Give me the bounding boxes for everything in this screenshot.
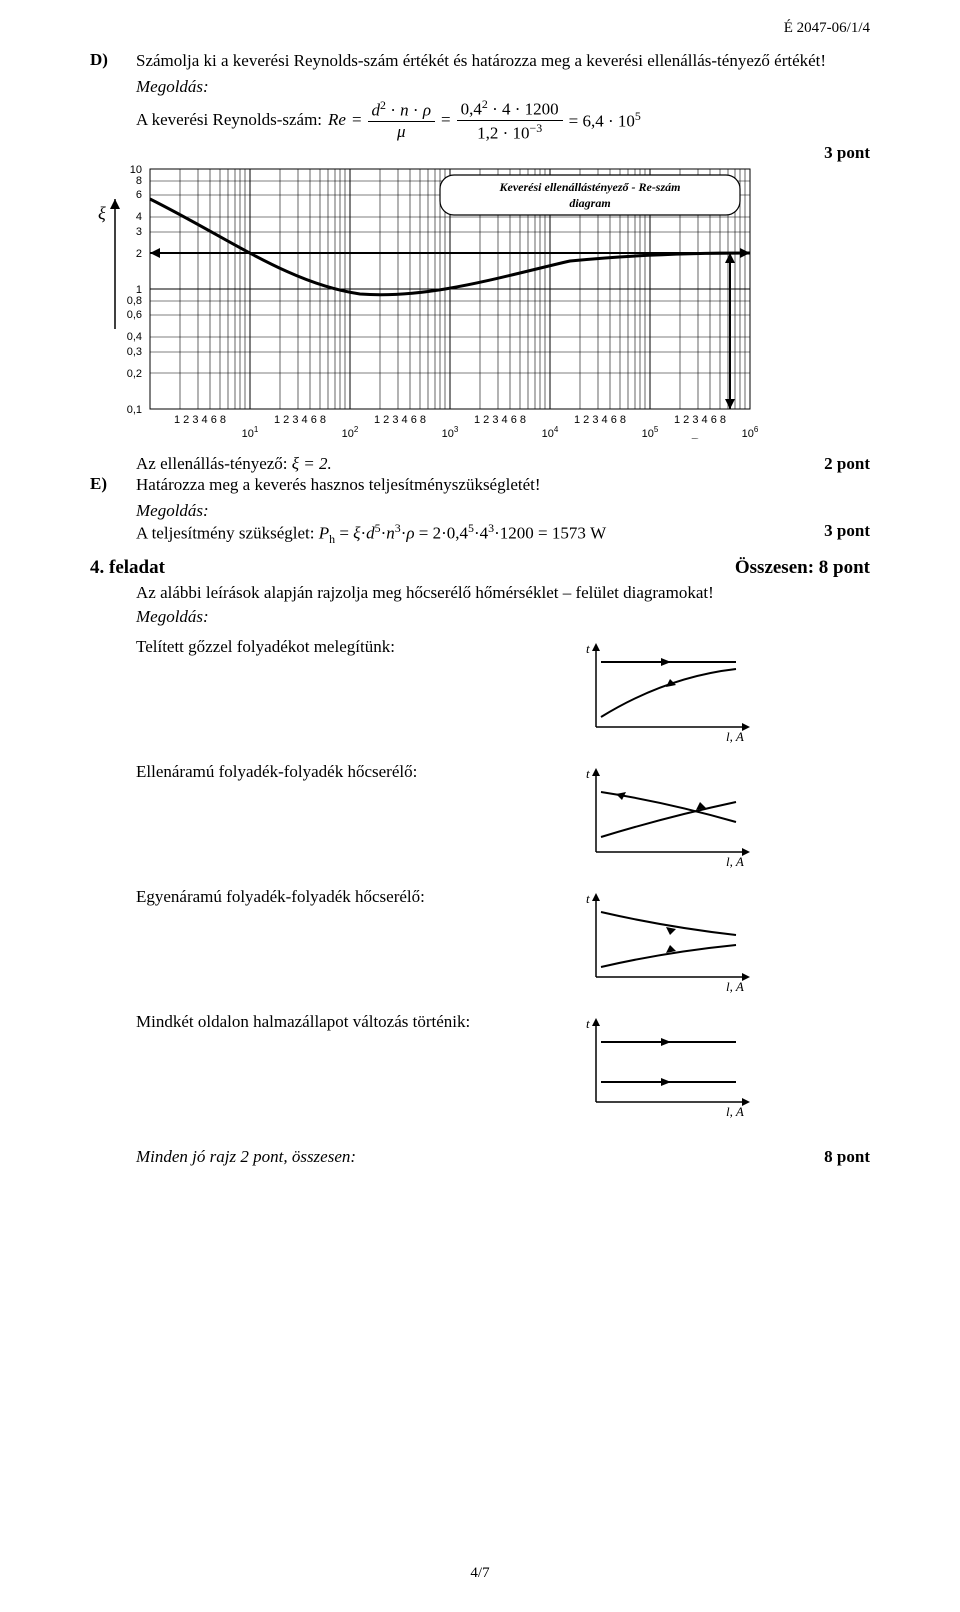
task-d-points: 3 pont [824, 143, 870, 163]
svg-text:0,8: 0,8 [127, 295, 142, 307]
footer-line: Minden jó rajz 2 pont, összesen: [136, 1147, 356, 1166]
sketch-graph: t l, A [576, 1012, 766, 1127]
xi-text: Az ellenállás-tényező: [136, 454, 292, 473]
footer-pts: 8 pont [824, 1147, 870, 1167]
svg-text:l, A: l, A [726, 854, 744, 869]
svg-text:l, A: l, A [726, 729, 744, 744]
svg-text:l, A: l, A [726, 1104, 744, 1119]
task-e-text: Határozza meg a keverés hasznos teljesít… [136, 474, 870, 497]
task-d: D) Számolja ki a keverési Reynolds-szám … [90, 50, 870, 73]
sketch-label: Ellenáramú folyadék-folyadék hőcserélő: [136, 762, 576, 782]
page: É 2047-06/1/4 D) Számolja ki a keverési … [0, 0, 960, 1612]
task-e-letter: E) [90, 474, 136, 494]
svg-text:t: t [586, 641, 590, 656]
task-d-megoldas: Megoldás: [136, 77, 870, 97]
chart-svg: Keverési ellenállástényező - Re-szám dia… [90, 159, 790, 439]
sketch-counter: Ellenáramú folyadék-folyadék hőcserélő:t… [136, 762, 870, 877]
sketch-graph: t l, A [576, 887, 766, 1002]
svg-text:0,4: 0,4 [127, 331, 142, 343]
task-e-megoldas: Megoldás: [136, 501, 870, 521]
svg-text:101: 101 [242, 425, 259, 439]
svg-text:1 2 3 4 6 8: 1 2 3 4 6 8 [474, 414, 526, 426]
sketches: Telített gőzzel folyadékot melegítünk: t l… [90, 637, 870, 1127]
svg-text:1 2 3 4 6 8: 1 2 3 4 6 8 [574, 414, 626, 426]
task4-name: 4. feladat [90, 557, 165, 579]
telj-label: A teljesítmény szükséglet: [136, 524, 319, 543]
task4-total: Összesen: 8 pont [735, 557, 870, 579]
page-number: 4/7 [0, 1565, 960, 1582]
svg-text:3: 3 [136, 226, 142, 238]
sketch-both: Mindkét oldalon halmazállapot változás t… [136, 1012, 870, 1127]
task-d-reynolds: A keverési Reynolds-szám: Re= d2 · n · ρ… [136, 97, 870, 143]
xi-val: ξ = 2. [292, 454, 332, 473]
svg-text:0,2: 0,2 [127, 368, 142, 380]
sketch-sat: Telített gőzzel folyadékot melegítünk: t l… [136, 637, 870, 752]
svg-text:105: 105 [642, 425, 659, 439]
xi-result: Az ellenállás-tényező: ξ = 2. 2 pont [136, 454, 870, 474]
svg-text:1 2 3 4 6 8: 1 2 3 4 6 8 [674, 414, 726, 426]
task-e-formula: A teljesítmény szükséglet: Ph = ξ·d5·n3·… [136, 521, 870, 547]
svg-text:0,6: 0,6 [127, 309, 142, 321]
svg-text:t: t [586, 1016, 590, 1031]
chart: Keverési ellenállástényező - Re-szám dia… [90, 159, 870, 444]
svg-text:0,1: 0,1 [127, 404, 142, 416]
svg-text:103: 103 [442, 425, 459, 439]
task-e: E) Határozza meg a keverés hasznos telje… [90, 474, 870, 497]
task4-megoldas: Megoldás: [136, 607, 870, 627]
svg-text:1 2 3 4 6 8: 1 2 3 4 6 8 [374, 414, 426, 426]
svg-text:1 2 3 4 6 8: 1 2 3 4 6 8 [174, 414, 226, 426]
task-d-letter: D) [90, 50, 136, 70]
svg-text:2: 2 [136, 248, 142, 260]
svg-text:1 2 3 4 6 8: 1 2 3 4 6 8 [274, 414, 326, 426]
svg-text:ξ: ξ [98, 203, 106, 223]
svg-text:106: 106 [742, 425, 759, 439]
svg-text:diagram: diagram [569, 196, 610, 210]
task4-footer: Minden jó rajz 2 pont, összesen: 8 pont [136, 1147, 870, 1167]
svg-text:6: 6 [136, 189, 142, 201]
svg-text:0,3: 0,3 [127, 346, 142, 358]
telj-points: 3 pont [824, 521, 870, 541]
sketch-label: Egyenáramú folyadék-folyadék hőcserélő: [136, 887, 576, 907]
svg-text:t: t [586, 891, 590, 906]
task4-intro: Az alábbi leírások alapján rajzolja meg … [136, 583, 870, 603]
re-text: A keverési Reynolds-szám: [136, 110, 322, 130]
sketch-co: Egyenáramú folyadék-folyadék hőcserélő:t… [136, 887, 870, 1002]
sketch-label: Mindkét oldalon halmazállapot változás t… [136, 1012, 576, 1032]
task4-title: 4. feladat Összesen: 8 pont [90, 557, 870, 579]
sketch-graph: t l, A [576, 762, 766, 877]
svg-text:Re: Re [689, 436, 708, 439]
svg-text:4: 4 [136, 211, 142, 223]
svg-text:104: 104 [542, 425, 559, 439]
header-code: É 2047-06/1/4 [784, 20, 870, 37]
svg-text:8: 8 [136, 175, 142, 187]
svg-text:t: t [586, 766, 590, 781]
xi-points: 2 pont [824, 454, 870, 474]
sketch-label: Telített gőzzel folyadékot melegítünk: [136, 637, 576, 657]
svg-text:102: 102 [342, 425, 359, 439]
sketch-graph: t l, A [576, 637, 766, 752]
svg-text:l, A: l, A [726, 979, 744, 994]
svg-text:Keverési ellenállástényező - R: Keverési ellenállástényező - Re-szám [499, 180, 681, 194]
task-d-text: Számolja ki a keverési Reynolds-szám ért… [136, 50, 870, 73]
